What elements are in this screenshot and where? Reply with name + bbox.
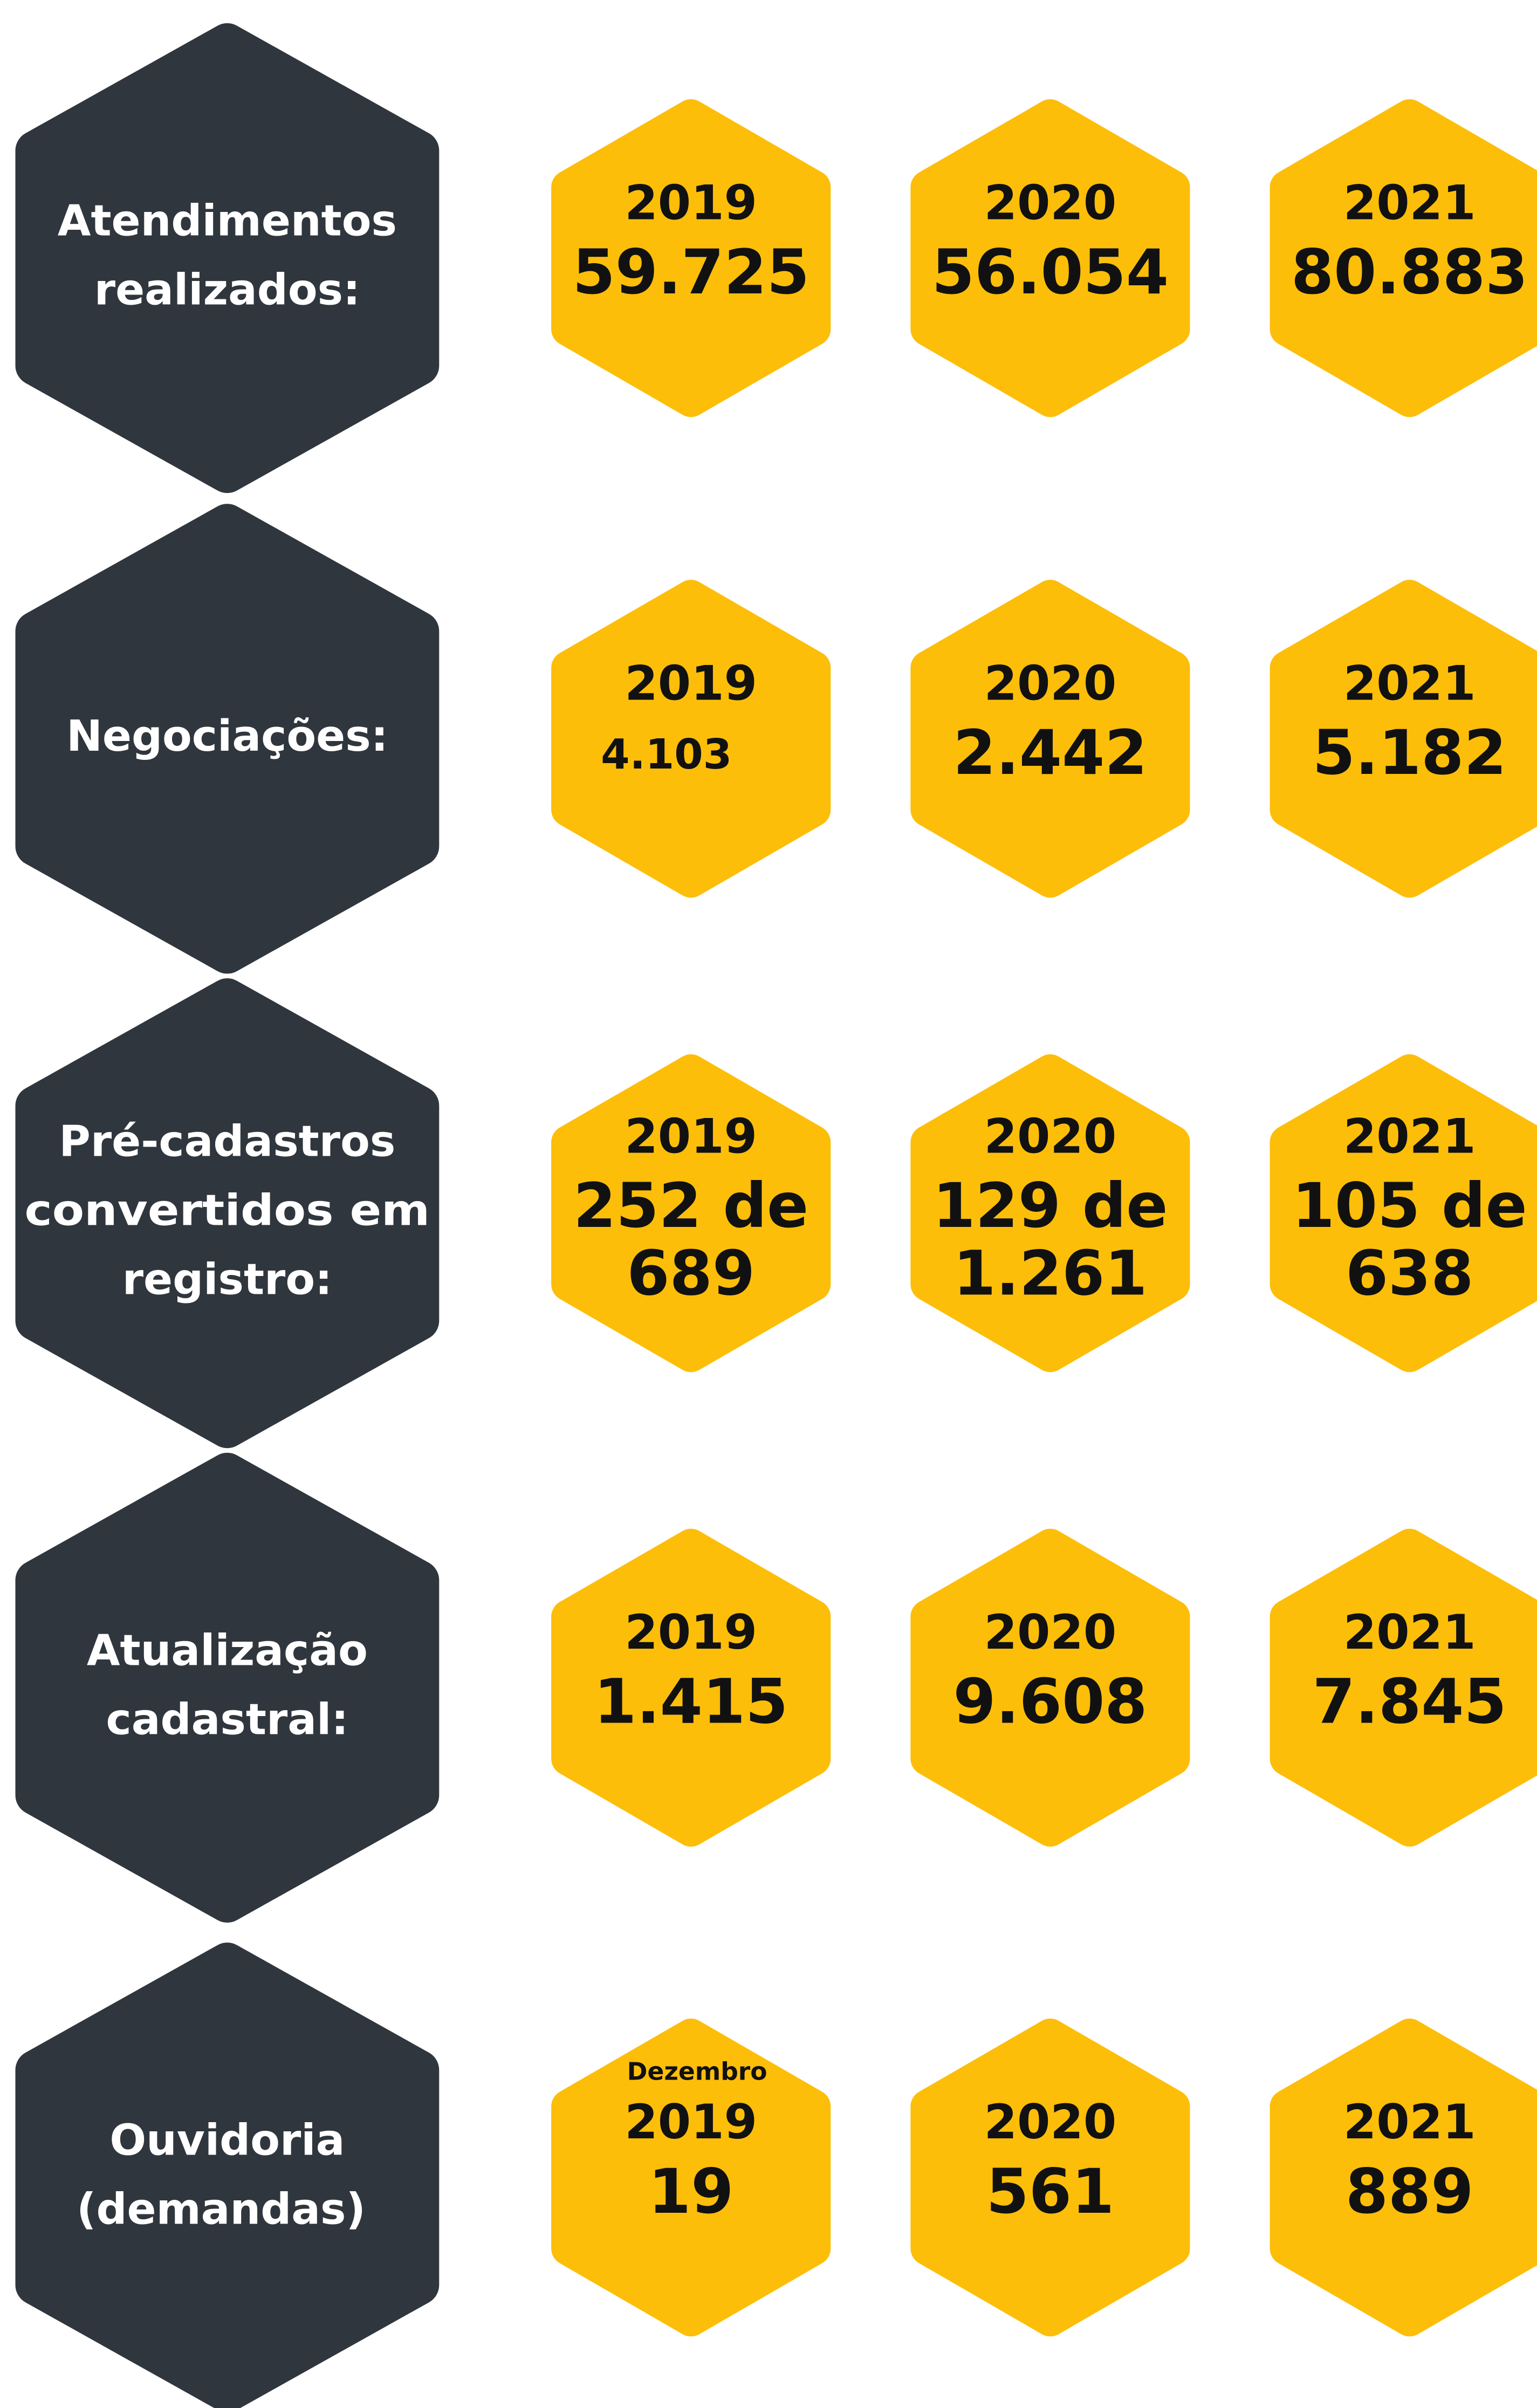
value-hexagon — [551, 2018, 831, 2337]
value: 889 — [1346, 2156, 1474, 2227]
value: 4.103 — [601, 731, 732, 779]
value: 1.415 — [594, 1666, 788, 1738]
year: 2020 — [984, 2094, 1117, 2150]
value: 5.182 — [1313, 717, 1507, 788]
year: 2019 — [625, 2094, 757, 2150]
label-hexagon — [15, 504, 440, 974]
value: 2.442 — [953, 717, 1147, 788]
value-hexagon — [551, 1528, 831, 1847]
year: 2020 — [984, 1108, 1117, 1164]
value: 7.845 — [1313, 1666, 1507, 1738]
row-label: Ouvidoria — [109, 2115, 345, 2165]
year: 2019 — [625, 1604, 757, 1660]
value-hexagon — [910, 1528, 1190, 1847]
value-hexagon — [1270, 1054, 1537, 1373]
value-hexagon — [1270, 2018, 1537, 2337]
value-hexagon — [910, 2018, 1190, 2337]
value: 252 de — [573, 1170, 808, 1241]
value-hexagon — [1270, 580, 1537, 898]
label-hexagon — [15, 978, 440, 1449]
row-label: Negociações: — [66, 711, 388, 761]
year: 2020 — [984, 655, 1117, 711]
value-hexagon — [1270, 99, 1537, 417]
value: 689 — [627, 1237, 755, 1309]
value: 19 — [648, 2156, 733, 2227]
value: 9.608 — [953, 1666, 1147, 1738]
year: 2021 — [1343, 1108, 1476, 1164]
value-hexagon — [910, 99, 1190, 417]
value: 80.883 — [1291, 236, 1528, 308]
year: 2019 — [625, 655, 757, 711]
row-label: Atendimentos — [58, 196, 397, 246]
row-label: cadastral: — [106, 1694, 348, 1744]
label-hexagon — [15, 1452, 440, 1923]
value: 105 de — [1292, 1170, 1527, 1241]
year: 2020 — [984, 1604, 1117, 1660]
year: 2021 — [1343, 2094, 1476, 2150]
value: 129 de — [932, 1170, 1168, 1241]
value: 59.725 — [573, 236, 809, 308]
value-hexagon — [1270, 1528, 1537, 1847]
value-hexagon — [551, 99, 831, 417]
row-label: Pré-cadastros — [59, 1116, 395, 1166]
label-hexagon — [15, 1942, 440, 2408]
value: 638 — [1346, 1237, 1474, 1309]
row-label: convertidos em — [25, 1185, 430, 1236]
year: 2021 — [1343, 175, 1476, 230]
value-hexagon — [910, 580, 1190, 898]
year: 2021 — [1343, 655, 1476, 711]
value: 56.054 — [932, 236, 1169, 308]
row-label: Atualização — [87, 1625, 368, 1675]
value-hexagon — [910, 1054, 1190, 1373]
row-label: realizados: — [94, 265, 360, 315]
year: 2021 — [1343, 1604, 1476, 1660]
value: 1.261 — [953, 1237, 1147, 1309]
value: 561 — [986, 2156, 1115, 2227]
value-hexagon — [551, 580, 831, 898]
year: 2019 — [625, 1108, 757, 1164]
note: Dezembro — [627, 2057, 767, 2085]
year: 2019 — [625, 175, 757, 230]
row-label: registro: — [122, 1254, 332, 1305]
year: 2020 — [984, 175, 1117, 230]
row-sublabel: (demandas) — [77, 2184, 366, 2234]
label-hexagon — [15, 23, 440, 493]
value-hexagon — [551, 1054, 831, 1373]
